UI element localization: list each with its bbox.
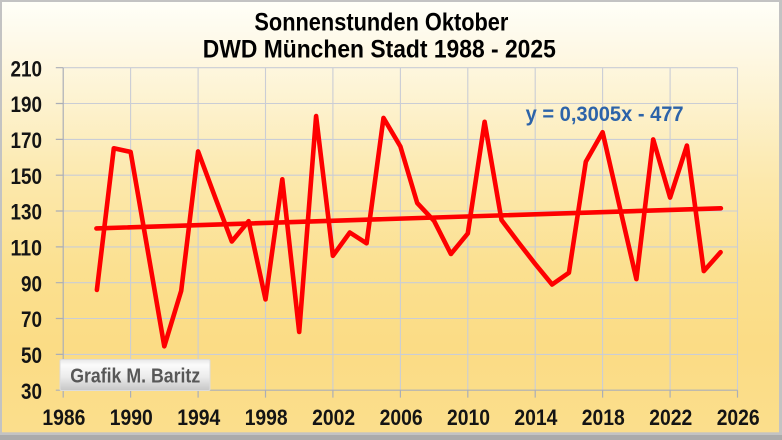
svg-text:1994: 1994 bbox=[177, 405, 221, 430]
svg-text:150: 150 bbox=[11, 164, 43, 189]
svg-text:2006: 2006 bbox=[380, 405, 423, 430]
svg-text:2002: 2002 bbox=[312, 405, 355, 430]
svg-text:170: 170 bbox=[11, 128, 43, 153]
svg-text:90: 90 bbox=[21, 271, 42, 296]
svg-text:1990: 1990 bbox=[110, 405, 153, 430]
svg-text:Sonnenstunden Oktober: Sonnenstunden Oktober bbox=[254, 9, 508, 37]
svg-text:190: 190 bbox=[11, 92, 43, 117]
svg-text:y = 0,3005x - 477: y = 0,3005x - 477 bbox=[526, 102, 684, 126]
svg-text:DWD München Stadt 1988 - 2025: DWD München Stadt 1988 - 2025 bbox=[203, 35, 556, 63]
svg-text:Grafik M. Baritz: Grafik M. Baritz bbox=[70, 365, 200, 387]
svg-text:50: 50 bbox=[21, 343, 42, 368]
svg-text:130: 130 bbox=[11, 200, 43, 225]
svg-text:2022: 2022 bbox=[649, 405, 692, 430]
svg-text:2026: 2026 bbox=[717, 405, 760, 430]
svg-text:210: 210 bbox=[11, 56, 43, 81]
svg-text:2014: 2014 bbox=[514, 405, 558, 430]
svg-text:2010: 2010 bbox=[447, 405, 490, 430]
svg-text:70: 70 bbox=[21, 307, 42, 332]
svg-text:2018: 2018 bbox=[582, 405, 625, 430]
svg-text:1986: 1986 bbox=[42, 405, 85, 430]
svg-text:1998: 1998 bbox=[245, 405, 288, 430]
svg-text:110: 110 bbox=[11, 236, 43, 261]
svg-text:30: 30 bbox=[21, 379, 42, 404]
